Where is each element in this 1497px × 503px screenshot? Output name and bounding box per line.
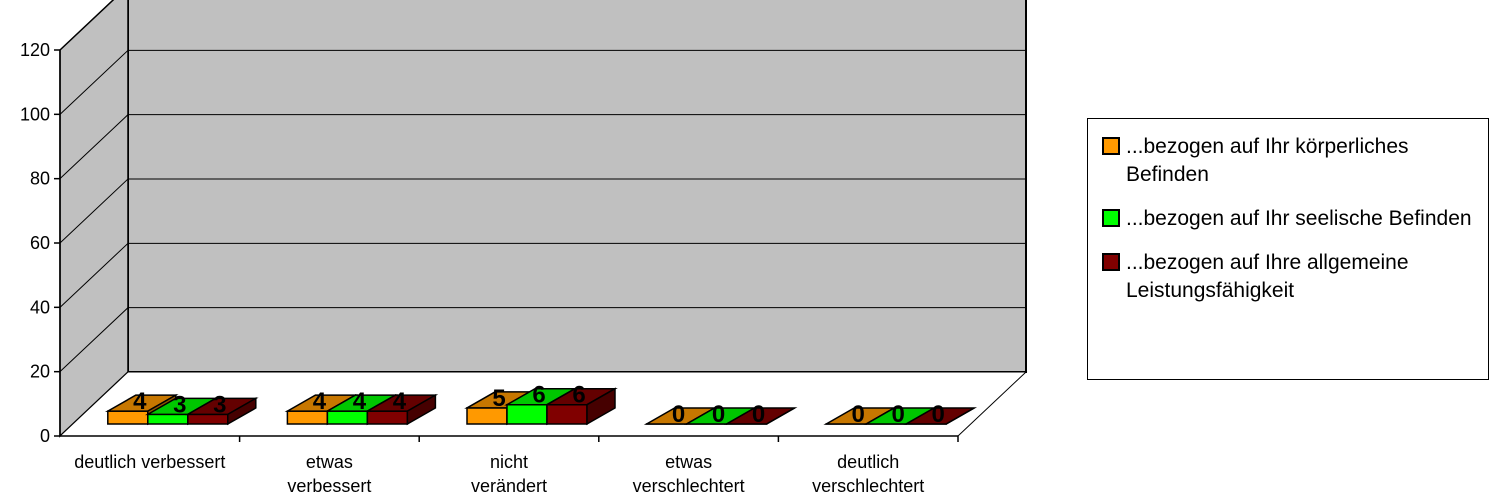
legend-swatch	[1102, 209, 1120, 227]
back-wall	[127, 0, 1027, 373]
y-tick-label: 20	[30, 362, 50, 382]
gridline	[59, 49, 1026, 115]
data-label: 0	[932, 401, 945, 428]
data-label: 3	[173, 391, 186, 418]
y-axis-ticks: 0 20 40 60 80 100 120	[20, 40, 60, 446]
chart-walls	[58, 0, 1028, 438]
y-tick-label: 80	[30, 169, 50, 189]
y-tick-label: 40	[30, 297, 50, 317]
data-label: 3	[213, 391, 226, 418]
x-category-label: etwas verschlechtert	[633, 452, 745, 496]
legend: ...bezogen auf Ihr körperliches Befinden…	[1087, 118, 1489, 380]
bar	[723, 407, 798, 425]
data-label: 6	[532, 382, 545, 409]
data-label: 4	[313, 388, 327, 415]
legend-swatch	[1102, 137, 1120, 155]
side-wall	[59, 0, 129, 438]
data-label: 4	[393, 388, 407, 415]
data-label: 0	[672, 401, 685, 428]
data-label: 0	[712, 401, 725, 428]
x-axis-categories: deutlich verbessert etwas verbessert nicht v…	[74, 452, 924, 496]
legend-item: ...bezogen auf Ihr körperliches Befinden	[1102, 133, 1480, 189]
gridline	[59, 0, 114, 51]
data-labels: 4 3 3 4 4 4 5 6 60 0 0 0 0 0	[133, 382, 945, 428]
gridline	[59, 178, 1026, 244]
gridline	[59, 114, 1026, 180]
x-category-label: etwas verbessert	[287, 452, 371, 496]
bar	[364, 393, 439, 426]
gridline	[59, 307, 1026, 373]
y-tick-label: 120	[20, 40, 50, 60]
legend-label: ...bezogen auf Ihr körperliches Befinden	[1126, 135, 1409, 186]
legend-label: ...bezogen auf Ihre allgemeine Leistungs…	[1126, 251, 1409, 302]
data-label: 0	[852, 401, 865, 428]
x-category-label: deutlich verschlechtert	[812, 452, 924, 496]
x-category-label: nicht verändert	[471, 452, 547, 496]
data-label: 4	[133, 388, 147, 415]
bars	[104, 387, 978, 426]
bar	[544, 387, 618, 426]
bar	[184, 397, 259, 426]
bar	[903, 407, 978, 425]
gridlines	[59, 0, 1026, 373]
legend-item: ...bezogen auf Ihre allgemeine Leistungs…	[1102, 249, 1480, 305]
legend-label: ...bezogen auf Ihr seelische Befinden	[1126, 207, 1472, 230]
y-tick-label: 100	[20, 104, 50, 124]
x-category-label: deutlich verbessert	[74, 452, 225, 472]
gridline	[59, 242, 1026, 308]
y-tick-label: 0	[40, 426, 50, 446]
data-label: 4	[353, 388, 367, 415]
data-label: 5	[492, 385, 505, 412]
data-label: 0	[752, 401, 765, 428]
data-label: 6	[572, 382, 585, 409]
data-label: 0	[892, 401, 905, 428]
legend-swatch	[1102, 253, 1120, 271]
y-tick-label: 60	[30, 233, 50, 253]
legend-item: ...bezogen auf Ihr seelische Befinden	[1102, 205, 1480, 233]
